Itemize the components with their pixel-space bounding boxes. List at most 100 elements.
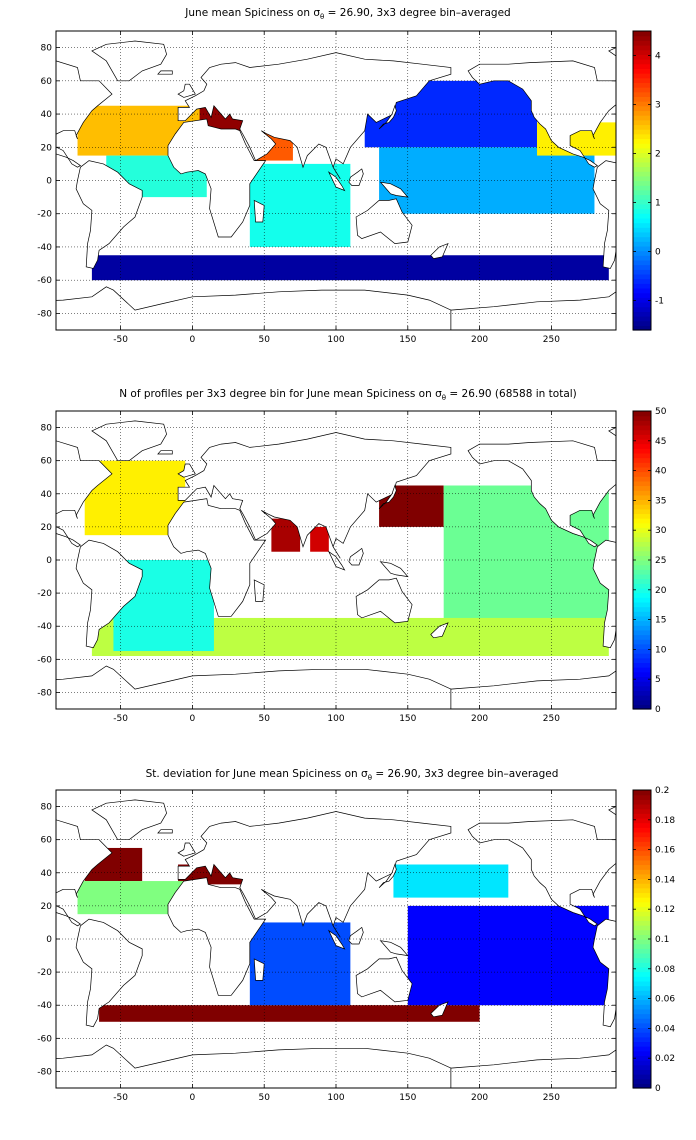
colorbar-swatch [633, 564, 651, 570]
colorbar-swatch [633, 845, 651, 852]
colorbar-swatch [633, 615, 651, 622]
colorbar-swatch [633, 119, 651, 126]
y-tick-label: -40 [37, 1001, 52, 1011]
colorbar-swatch [633, 597, 651, 603]
colorbar-swatch [633, 639, 651, 645]
colorbar-swatch [633, 808, 651, 814]
colorbar-swatch [633, 438, 651, 445]
colorbar-tick-label: 20 [655, 586, 667, 596]
y-tick-label: -20 [37, 968, 52, 978]
y-tick-label: 60 [41, 836, 53, 846]
colorbar-swatch [633, 189, 651, 196]
colorbar-swatch [633, 143, 651, 149]
colorbar-swatch [633, 227, 651, 233]
colorbar-swatch [633, 790, 651, 796]
colorbar-swatch [633, 873, 651, 880]
continent-outline [327, 929, 346, 950]
heatmap-cell-region-6 [379, 147, 595, 214]
colorbar-swatch [633, 578, 651, 584]
colorbar-swatch [633, 185, 651, 191]
colorbar-swatch [633, 980, 651, 987]
colorbar-swatch [633, 892, 651, 898]
colorbar-swatch [633, 147, 651, 154]
colorbar-swatch [633, 685, 651, 691]
continent-outline [608, 806, 616, 816]
colorbar-swatch [633, 704, 651, 710]
colorbar-swatch [633, 452, 651, 459]
colorbar-swatch [633, 1004, 651, 1010]
colorbar-swatch [633, 152, 651, 158]
continent-outline [75, 160, 143, 269]
colorbar-swatch [633, 887, 651, 894]
continent-outline [91, 420, 167, 462]
colorbar-swatch [633, 611, 651, 617]
y-tick-label: 40 [41, 869, 53, 879]
colorbar-swatch [633, 259, 651, 266]
colorbar-swatch [633, 476, 651, 482]
heatmap-cell-region-2 [310, 526, 329, 552]
colorbar-swatch [633, 859, 651, 866]
colorbar-swatch [633, 264, 651, 270]
colorbar-swatch [633, 985, 651, 991]
colorbar-swatch [633, 699, 651, 705]
colorbar-swatch [633, 690, 651, 696]
x-tick-label: -50 [113, 1093, 128, 1103]
continent-outline [378, 484, 397, 509]
colorbar-tick-label: 0 [655, 248, 661, 258]
colorbar-swatch [633, 1027, 651, 1033]
colorbar-swatch [633, 499, 651, 505]
continent-outline [378, 104, 397, 130]
colorbar-swatch [633, 494, 651, 501]
continent-outline [56, 286, 452, 330]
x-tick-label: -50 [113, 714, 128, 724]
y-tick-label: -40 [37, 243, 52, 253]
colorbar-swatch [633, 40, 651, 46]
colorbar-swatch [633, 560, 651, 566]
colorbar-tick-label: 0.12 [655, 905, 675, 915]
y-tick-label: -20 [37, 589, 52, 599]
y-tick-label: 60 [41, 457, 53, 467]
colorbar-tick-label: 0.14 [655, 875, 675, 885]
panel1-colorbar: 4 3 2 1 0 -1 [632, 30, 664, 331]
x-tick-label: 150 [399, 714, 416, 724]
colorbar-swatch [633, 411, 651, 417]
colorbar-swatch [633, 1060, 651, 1066]
continent-outline [177, 463, 196, 478]
continent-outline [685, 878, 696, 996]
x-tick-label: 0 [190, 714, 196, 724]
colorbar-swatch [633, 541, 651, 547]
colorbar-swatch [633, 320, 651, 326]
y-tick-label: -40 [37, 622, 52, 632]
continent-outline [348, 547, 364, 566]
continent-outline [157, 70, 173, 75]
colorbar-tick-label: 0.08 [655, 965, 675, 975]
y-tick-label: 0 [46, 556, 52, 566]
x-tick-label: 0 [190, 335, 196, 345]
continent-outline [355, 198, 413, 244]
x-tick-label: 100 [327, 335, 344, 345]
colorbar-swatch [633, 587, 651, 594]
colorbar-tick-label: -1 [655, 297, 664, 307]
colorbar-tick-label: 30 [655, 526, 667, 536]
continent-outline [450, 291, 616, 330]
y-tick-label: 20 [41, 143, 53, 153]
panel-profile-count: N of profiles per 3x3 degree bin for Jun… [37, 388, 667, 724]
colorbar-tick-label: 0 [655, 705, 661, 715]
colorbar-tick-label: 0.2 [655, 786, 669, 796]
colorbar-swatch [633, 583, 651, 589]
colorbar-swatch [633, 952, 651, 959]
colorbar-tick-label: 0.1 [655, 935, 669, 945]
colorbar-swatch [633, 869, 651, 875]
colorbar-tick-label: 0 [655, 1084, 661, 1094]
colorbar-tick-label: 2 [655, 150, 661, 160]
colorbar-tick-label: 35 [655, 496, 666, 506]
colorbar-swatch [633, 827, 651, 833]
colorbar-swatch [633, 68, 651, 74]
continent-outline [91, 40, 167, 82]
colorbar-swatch [633, 96, 651, 102]
y-tick-label: -60 [37, 655, 52, 665]
colorbar-swatch [633, 273, 651, 280]
y-tick-label: 60 [41, 77, 53, 87]
